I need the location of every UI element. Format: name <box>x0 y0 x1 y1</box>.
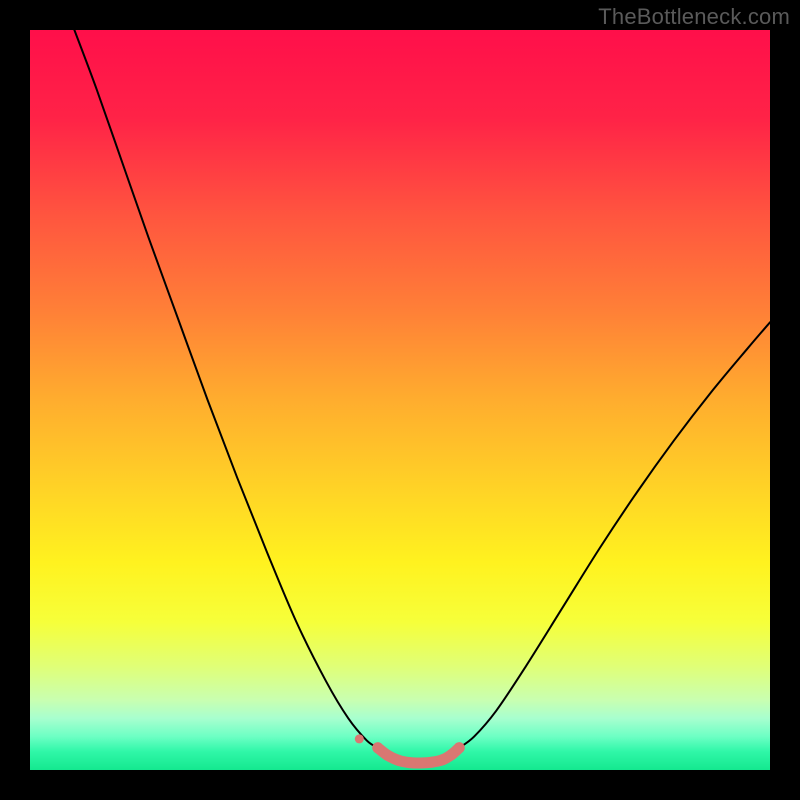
bottleneck-chart-container: TheBottleneck.com <box>0 0 800 800</box>
valley-highlight-dot <box>454 742 465 753</box>
valley-outlier-dot <box>355 734 364 743</box>
valley-highlight-dot <box>393 755 404 766</box>
watermark-text: TheBottleneck.com <box>598 4 790 30</box>
valley-highlight-dot <box>382 750 393 761</box>
bottleneck-v-curve-chart <box>0 0 800 800</box>
valley-highlight-dot <box>415 757 426 768</box>
valley-highlight-dot <box>404 757 415 768</box>
valley-highlight-dot <box>426 757 437 768</box>
chart-plot-bg <box>30 30 770 770</box>
valley-highlight-dot <box>372 742 383 753</box>
